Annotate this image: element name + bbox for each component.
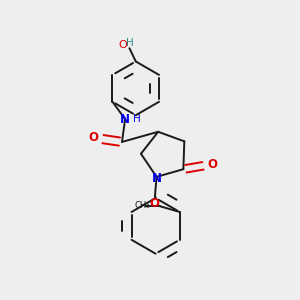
Text: H: H (126, 38, 134, 48)
Text: O: O (88, 131, 98, 144)
Text: O: O (118, 40, 127, 50)
Text: N: N (152, 172, 162, 184)
Text: N: N (120, 113, 130, 126)
Text: O: O (149, 197, 159, 210)
Text: H: H (133, 114, 140, 124)
Text: CH₃: CH₃ (134, 200, 149, 209)
Text: O: O (207, 158, 218, 171)
